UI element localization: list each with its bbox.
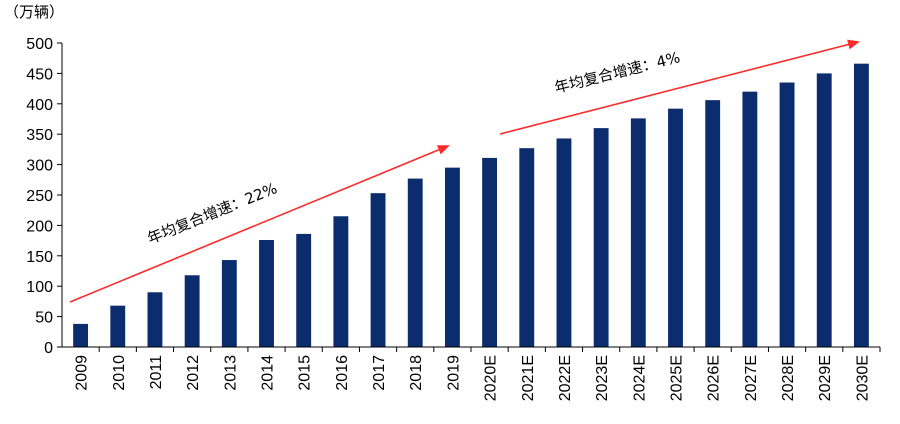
- bar-2022E: [556, 138, 572, 347]
- bar-2023E: [593, 128, 609, 347]
- x-tick-label: 2026E: [706, 355, 723, 401]
- x-tick-label: 2014: [260, 355, 277, 391]
- y-tick-label: 200: [26, 218, 53, 235]
- bar-2021E: [519, 148, 535, 347]
- y-tick-label: 400: [26, 97, 53, 114]
- growth-arrow-2009-2019: [69, 145, 450, 303]
- bar-2019: [444, 167, 460, 347]
- x-tick-label: 2016: [334, 355, 351, 391]
- bar-2024E: [630, 118, 646, 347]
- bar-2012: [184, 275, 200, 347]
- x-tick-label: 2020E: [483, 355, 500, 401]
- x-tick-label: 2024E: [631, 355, 648, 401]
- y-tick-label: 50: [35, 310, 53, 327]
- bar-2018: [407, 178, 423, 347]
- x-tick-label: 2015: [297, 355, 314, 391]
- bar-2010: [110, 305, 126, 347]
- bar-2017: [370, 193, 386, 347]
- x-tick-label: 2018: [408, 355, 425, 391]
- y-tick-label: 450: [26, 66, 53, 83]
- bar-2020E: [482, 157, 498, 347]
- bar-2030E: [853, 63, 869, 348]
- bar-2025E: [668, 108, 683, 347]
- y-tick-label: 150: [26, 249, 53, 266]
- bars: [73, 63, 869, 348]
- y-tick-label: 0: [44, 340, 53, 357]
- bar-2013: [221, 260, 237, 347]
- x-tick-label: 2013: [222, 355, 239, 391]
- x-tick-label: 2023E: [594, 355, 611, 401]
- cagr-annotation-4: 年均复合增速：4%: [553, 48, 682, 97]
- x-tick-label: 2029E: [817, 355, 834, 401]
- bar-2015: [296, 233, 312, 347]
- x-tick-label: 2009: [74, 355, 91, 391]
- y-tick-label: 500: [26, 36, 53, 53]
- bar-2027E: [742, 91, 758, 347]
- y-tick-label: 250: [26, 188, 53, 205]
- annotations: 年均复合增速：22% 年均复合增速：4%: [69, 39, 860, 303]
- x-tick-label: 2022E: [557, 355, 574, 401]
- bar-2028E: [779, 82, 795, 348]
- bar-2016: [333, 216, 349, 347]
- x-tick-label: 2010: [111, 355, 128, 391]
- x-tick-label: 2011: [148, 355, 165, 390]
- x-tick-label: 2017: [371, 355, 388, 391]
- growth-arrow-2020-2030: [499, 39, 860, 135]
- bar-2011: [147, 292, 163, 347]
- x-tick-label: 2019: [445, 355, 462, 391]
- bar-2014: [259, 239, 274, 347]
- x-axis: 2009 2010 2011 2012 2013 2014 2015 2016 2017 2018…: [62, 346, 881, 401]
- x-tick-label: 2021E: [520, 355, 537, 401]
- x-tick-label: 2030E: [854, 355, 871, 401]
- bar-2029E: [816, 73, 832, 348]
- bar-2026E: [705, 100, 721, 347]
- cagr-annotation-22: 年均复合增速：22%: [145, 179, 280, 248]
- bar-2009: [73, 323, 89, 347]
- x-tick-label: 2012: [185, 355, 202, 391]
- y-axis-unit-label: （万辆）: [4, 3, 64, 21]
- x-tick-label: 2027E: [743, 355, 760, 401]
- y-tick-label: 350: [26, 127, 53, 144]
- y-tick-label: 300: [26, 158, 53, 175]
- x-tick-label: 2025E: [669, 355, 686, 401]
- x-tick-label: 2028E: [780, 355, 797, 401]
- y-tick-label: 100: [26, 279, 53, 296]
- y-axis: 0 50 100 150 200 250 300 350 400 450 500: [26, 36, 63, 357]
